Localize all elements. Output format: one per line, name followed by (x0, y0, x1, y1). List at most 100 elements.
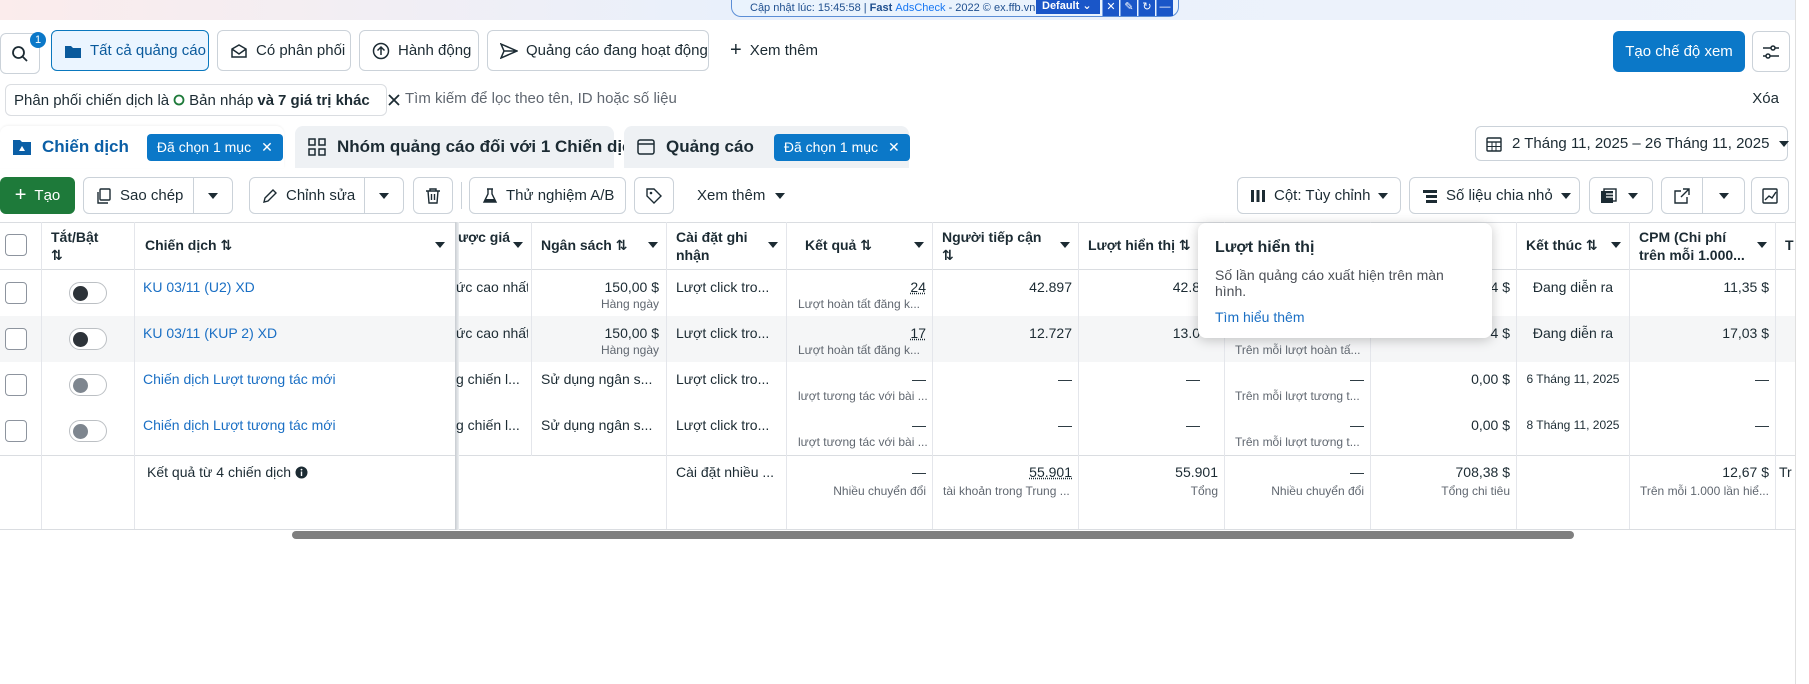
breakdown-button[interactable]: Số liệu chia nhỏ (1409, 177, 1580, 214)
caret-down-icon (1060, 242, 1070, 248)
export-dropdown-button[interactable] (1703, 192, 1744, 199)
chip-close-icon[interactable]: ✕ (888, 138, 900, 155)
edit-button[interactable]: Chỉnh sửa (250, 178, 365, 213)
chip-close-icon[interactable]: ✕ (261, 138, 273, 155)
col-header-ends[interactable]: Kết thúc ⇅ (1518, 222, 1629, 270)
bid-strategy-cell: ức cao nhất (456, 279, 528, 295)
delete-button[interactable] (413, 177, 453, 214)
campaign-toggle[interactable] (69, 420, 107, 442)
export-icon (1674, 187, 1690, 204)
col-header-onoff[interactable]: Tắt/Bật ⇅ (43, 222, 133, 270)
row-checkbox[interactable] (5, 328, 27, 350)
filter-remove-icon[interactable] (388, 94, 400, 106)
row-checkbox[interactable] (5, 420, 27, 442)
col-header-budget[interactable]: Ngân sách ⇅ (533, 222, 666, 270)
draft-circle-icon (173, 94, 185, 106)
sort-icon: ⇅ (942, 247, 954, 263)
col-header-reach[interactable]: Người tiếp cận ⇅ (934, 222, 1078, 270)
tab-more-button[interactable]: + Xem thêm (717, 30, 827, 71)
tab-adsets[interactable]: Nhóm quảng cáo đối với 1 Chiến dịch (295, 126, 642, 168)
tab-has-delivery[interactable]: Có phân phối (217, 30, 351, 71)
summary-bottom-border (0, 529, 1809, 530)
row-checkbox[interactable] (5, 282, 27, 304)
calendar-icon (1486, 136, 1502, 152)
impressions-cell: — (1186, 371, 1200, 387)
extension-edit-icon[interactable]: ✎ (1120, 0, 1137, 16)
row-bg (0, 362, 1809, 409)
ends-cell: 8 Tháng 11, 2025 (1526, 418, 1620, 432)
columns-button[interactable]: Cột: Tùy chỉnh (1237, 177, 1401, 214)
campaign-toggle[interactable] (69, 282, 107, 304)
info-icon[interactable] (295, 466, 308, 479)
row-checkbox[interactable] (5, 374, 27, 396)
col-header-impressions[interactable]: Lượt hiển thị ⇅ (1080, 222, 1224, 270)
tab-ads[interactable]: Quảng cáo Đã chọn 1 mục ✕ (624, 126, 910, 168)
edit-label: Chỉnh sửa (286, 187, 356, 204)
sort-icon: ⇅ (220, 237, 233, 253)
tab-all-ads[interactable]: Tất cả quảng cáo (51, 30, 209, 71)
date-range-label: 2 Tháng 11, 2025 – 26 Tháng 11, 2025 (1512, 135, 1770, 152)
ab-test-button[interactable]: Thử nghiệm A/B (469, 177, 626, 214)
vertical-scrollbar[interactable] (1795, 0, 1809, 684)
col-header-campaign[interactable]: Chiến dịch ⇅ (137, 222, 453, 270)
extension-suffix: - 2022 © ex.ffb.vn (948, 2, 1036, 14)
extension-minimize-icon[interactable]: — (1156, 0, 1173, 16)
copy-dropdown-button[interactable] (194, 192, 232, 199)
campaign-name-link[interactable]: KU 03/11 (U2) XD (143, 279, 255, 295)
col-divider (1775, 222, 1776, 529)
create-view-button[interactable]: Tạo chế độ xem (1613, 31, 1745, 72)
actions-more-button[interactable]: Xem thêm (682, 177, 794, 214)
extension-profile-select[interactable]: Default ⌄ (1036, 0, 1100, 14)
horizontal-scrollbar[interactable] (292, 531, 1574, 539)
amount-spent-cell: 4 $ (1490, 279, 1510, 295)
ad-selected-chip[interactable]: Đã chọn 1 mục ✕ (773, 133, 910, 161)
tab-active-ads[interactable]: Quảng cáo đang hoạt động (487, 30, 709, 71)
col-divider (786, 222, 787, 529)
tooltip-learn-more-link[interactable]: Tìm hiểu thêm (1215, 309, 1305, 325)
extension-refresh-icon[interactable]: ↻ (1138, 0, 1155, 16)
filter-search-input[interactable]: Tìm kiếm để lọc theo tên, ID hoặc số liệ… (405, 90, 677, 107)
charts-button[interactable] (1751, 177, 1789, 214)
col-header-bid[interactable]: ược giá (456, 222, 531, 270)
campaign-chip-label: Đã chọn 1 mục (156, 139, 252, 155)
col-header-last[interactable]: T (1777, 222, 1797, 270)
sort-icon: ⇅ (860, 237, 872, 253)
campaign-name-link[interactable]: KU 03/11 (KUP 2) XD (143, 325, 278, 341)
tab-actions[interactable]: Hành động (359, 30, 479, 71)
col-header-attribution[interactable]: Cài đặt ghi nhận (668, 222, 786, 270)
col-header-cpm[interactable]: CPM (Chi phí trên mỗi 1.000... (1631, 222, 1775, 270)
campaign-toggle[interactable] (69, 374, 107, 396)
ends-cell: Đang diễn ra (1532, 279, 1614, 295)
col-header-results[interactable]: Kết quả ⇅ (797, 222, 932, 270)
view-settings-button[interactable] (1752, 31, 1790, 72)
toggle-knob (73, 332, 88, 347)
copy-button[interactable]: Sao chép (84, 178, 194, 213)
summary-reach: 55.901 (1029, 464, 1072, 480)
filter-pill[interactable]: Phân phối chiến dịch là Bản nháp và 7 gi… (5, 84, 400, 116)
select-all-checkbox[interactable] (5, 234, 27, 256)
export-button[interactable] (1662, 178, 1704, 213)
reports-button[interactable] (1589, 177, 1653, 214)
caret-down-icon (1718, 192, 1729, 199)
clear-filters-button[interactable]: Xóa (1752, 90, 1779, 107)
campaign-name-link[interactable]: Chiến dịch Lượt tương tác mới (143, 371, 336, 387)
sort-icon: ⇅ (1178, 237, 1191, 253)
budget-period: Hàng ngày (600, 343, 659, 357)
caret-down-icon (768, 242, 778, 248)
caret-down-icon (1611, 242, 1621, 248)
date-range-picker[interactable]: 2 Tháng 11, 2025 – 26 Tháng 11, 2025 (1475, 126, 1790, 161)
campaign-name-link[interactable]: Chiến dịch Lượt tương tác mới (143, 417, 336, 433)
create-button[interactable]: + Tạo (0, 177, 75, 214)
table-header-border (0, 269, 1809, 270)
campaign-toggle[interactable] (69, 328, 107, 350)
reach-cell: 12.727 (1029, 325, 1072, 341)
col-divider (531, 222, 532, 456)
edit-dropdown-button[interactable] (365, 192, 403, 199)
cpm-cell: — (1755, 371, 1769, 387)
extension-tool-icon[interactable]: ✕ (1102, 0, 1119, 16)
tag-button[interactable] (634, 177, 674, 214)
summary-top-border (0, 455, 1809, 456)
tab-campaigns[interactable]: Chiến dịch Đã chọn 1 mục ✕ (0, 126, 284, 168)
campaign-selected-chip[interactable]: Đã chọn 1 mục ✕ (146, 133, 283, 161)
budget-cell: 150,00 $ (604, 279, 660, 295)
